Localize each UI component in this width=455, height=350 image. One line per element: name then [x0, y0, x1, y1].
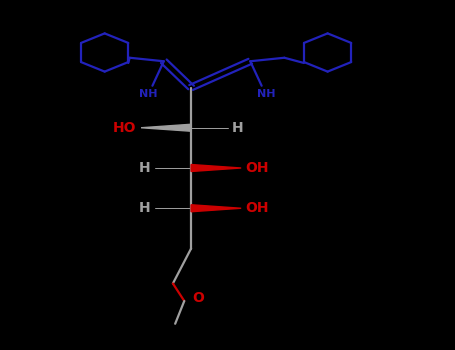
Text: O: O — [192, 290, 204, 304]
Text: OH: OH — [246, 201, 269, 215]
Text: HO: HO — [113, 121, 136, 135]
Text: H: H — [138, 201, 150, 215]
Text: H: H — [138, 161, 150, 175]
Text: NH: NH — [139, 89, 157, 99]
Text: OH: OH — [246, 161, 269, 175]
Polygon shape — [191, 164, 241, 172]
Text: H: H — [232, 121, 244, 135]
Polygon shape — [141, 124, 191, 131]
Polygon shape — [191, 205, 241, 212]
Text: NH: NH — [257, 89, 275, 99]
